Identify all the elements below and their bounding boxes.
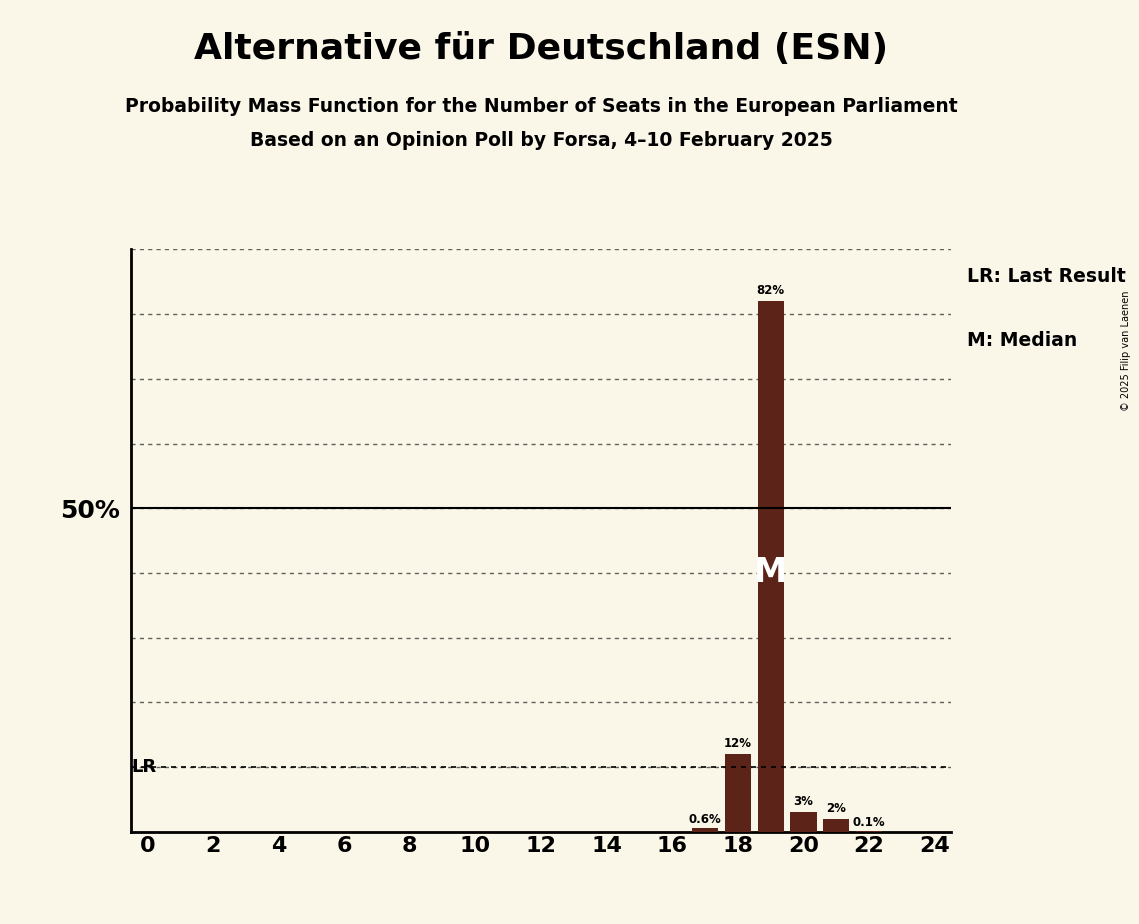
Bar: [724, 754, 751, 832]
Text: Probability Mass Function for the Number of Seats in the European Parliament: Probability Mass Function for the Number…: [124, 97, 958, 116]
Bar: [757, 301, 784, 832]
Text: Based on an Opinion Poll by Forsa, 4–10 February 2025: Based on an Opinion Poll by Forsa, 4–10 …: [249, 131, 833, 151]
Text: M: M: [754, 556, 787, 590]
Text: 0.1%: 0.1%: [853, 816, 885, 829]
Text: 12%: 12%: [724, 737, 752, 750]
Bar: [691, 828, 719, 832]
Text: 82%: 82%: [756, 285, 785, 298]
Bar: [790, 812, 817, 832]
Text: 0.6%: 0.6%: [689, 813, 721, 826]
Text: © 2025 Filip van Laenen: © 2025 Filip van Laenen: [1121, 291, 1131, 411]
Text: M: Median: M: Median: [967, 331, 1077, 350]
Text: 2%: 2%: [826, 802, 846, 815]
Text: LR: LR: [131, 758, 156, 776]
Text: 3%: 3%: [794, 796, 813, 808]
Text: LR: Last Result: LR: Last Result: [967, 267, 1126, 286]
Text: Alternative für Deutschland (ESN): Alternative für Deutschland (ESN): [194, 32, 888, 67]
Bar: [823, 819, 850, 832]
